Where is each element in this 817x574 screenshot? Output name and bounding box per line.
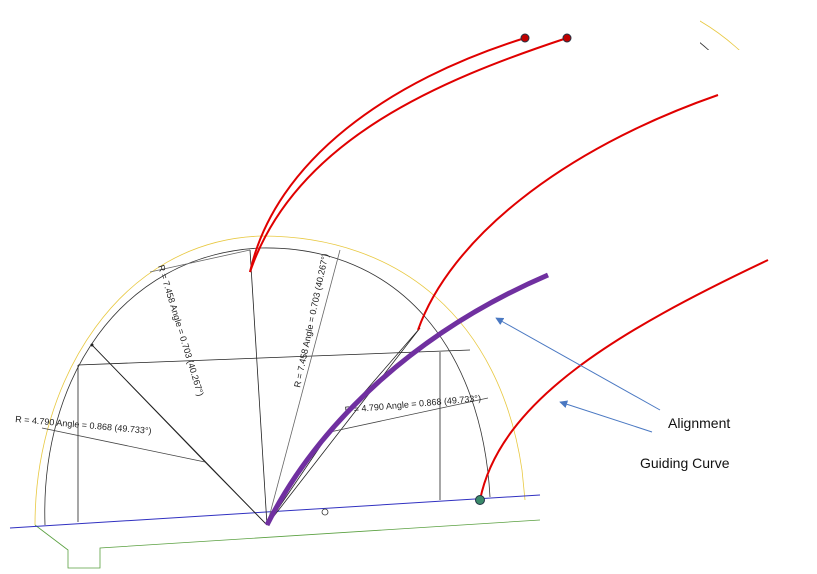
node bbox=[90, 343, 94, 347]
line bbox=[600, 0, 641, 50]
dimension-label: R = 4.790 Angle = 0.868 (49.733°) bbox=[644, 143, 781, 165]
line bbox=[505, 212, 567, 275]
line bbox=[41, 427, 206, 463]
guiding-curve bbox=[249, 37, 526, 273]
annotation: Alignment bbox=[668, 415, 730, 431]
guiding-curve bbox=[249, 37, 568, 273]
line bbox=[249, 249, 268, 526]
alignment bbox=[264, 272, 549, 527]
node bbox=[622, 259, 628, 265]
line bbox=[342, 178, 505, 212]
line bbox=[392, 95, 505, 212]
point bbox=[520, 33, 530, 43]
node bbox=[321, 508, 329, 516]
ground-line bbox=[335, 270, 817, 318]
outer-boundary bbox=[600, 0, 817, 50]
line bbox=[266, 327, 421, 526]
back-section: R = 7.458 Angle = 0.703 (40.267°) R = 7.4… bbox=[315, 0, 817, 318]
line bbox=[329, 397, 489, 433]
line bbox=[91, 344, 206, 463]
guiding-curve bbox=[479, 259, 769, 501]
line bbox=[149, 249, 251, 273]
arrow bbox=[559, 400, 653, 433]
outer-boundary bbox=[34, 235, 526, 526]
dimension-label: R = 7.458 Angle = 0.703 (40.267°) bbox=[592, 3, 630, 139]
line bbox=[630, 78, 720, 182]
curves bbox=[249, 33, 769, 527]
guiding-curve bbox=[417, 94, 719, 331]
line bbox=[450, 0, 550, 22]
dimension-label: R = 7.458 Angle = 0.703 (40.267°) bbox=[292, 253, 330, 389]
line bbox=[567, 78, 720, 275]
line bbox=[204, 461, 268, 526]
front-section: R = 7.458 Angle = 0.703 (40.267°) R = 7.4… bbox=[9, 235, 541, 569]
arrow bbox=[495, 317, 661, 411]
dimension-label: R = 7.458 Angle = 0.703 (40.267°) bbox=[156, 264, 206, 398]
line bbox=[567, 182, 630, 275]
ground-line bbox=[34, 519, 541, 569]
dimension-label: R = 4.790 Angle = 0.868 (49.733°) bbox=[15, 414, 152, 436]
point bbox=[475, 495, 485, 505]
line bbox=[77, 349, 471, 366]
point bbox=[562, 33, 572, 43]
annotation: Guiding Curve bbox=[640, 455, 730, 471]
line bbox=[266, 249, 341, 526]
line bbox=[378, 100, 770, 115]
line bbox=[630, 148, 788, 182]
dimension-label: R = 7.458 Angle = 0.703 (40.267°) bbox=[456, 14, 506, 148]
arch bbox=[44, 247, 491, 526]
dimension-label: R = 4.790 Angle = 0.868 (49.733°) bbox=[315, 164, 452, 186]
